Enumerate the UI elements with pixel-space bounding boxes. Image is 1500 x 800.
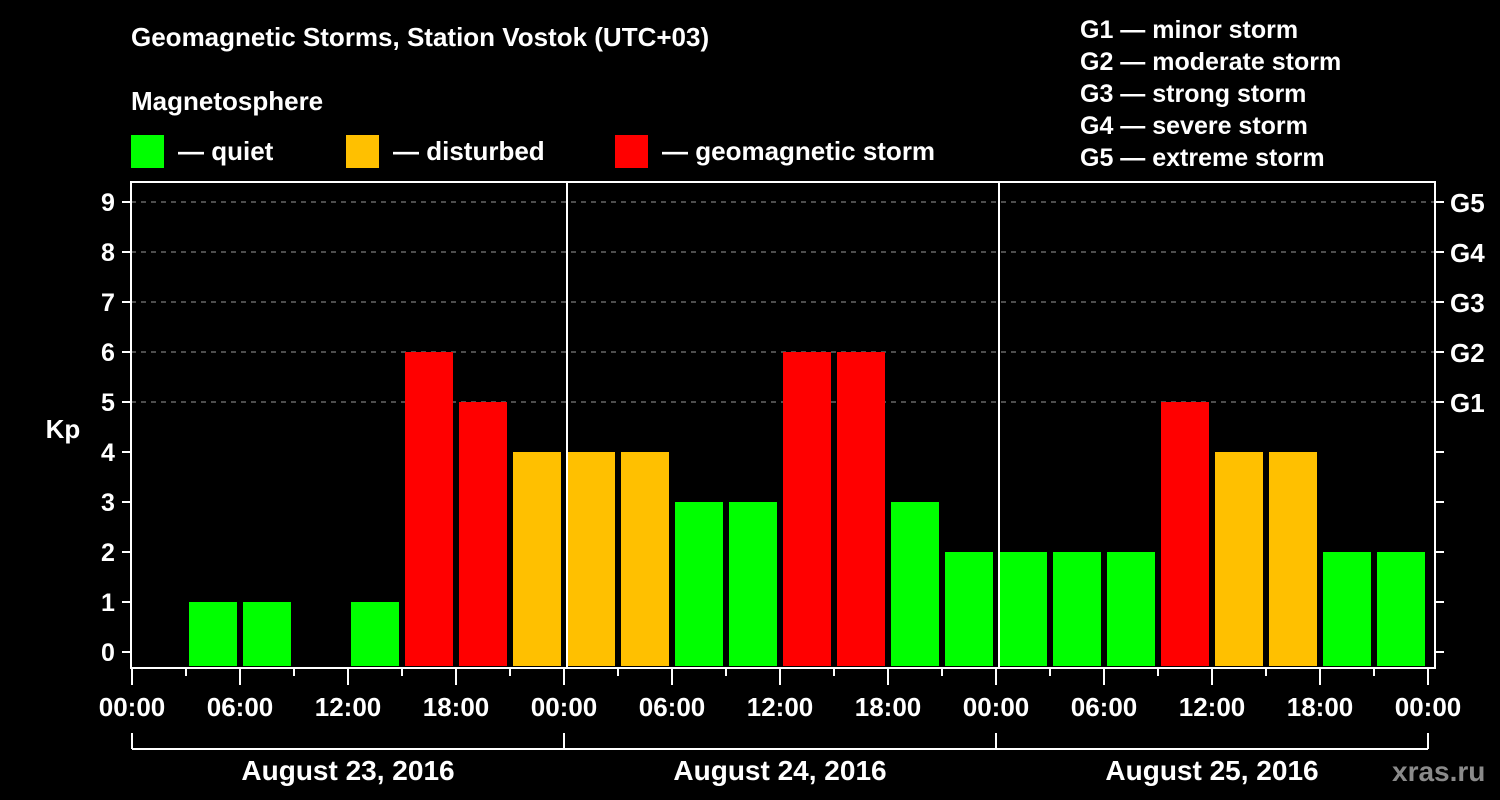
kp-bar — [999, 552, 1047, 666]
kp-bar — [351, 602, 399, 666]
y-tick-label: 1 — [101, 589, 115, 617]
kp-bar — [675, 502, 723, 666]
x-tick-label: 12:00 — [315, 692, 382, 722]
kp-bar — [405, 352, 453, 666]
x-tick-label: 18:00 — [1287, 692, 1354, 722]
kp-bar — [945, 552, 993, 666]
y-tick-label: 8 — [101, 239, 115, 267]
quiet-swatch — [131, 134, 164, 168]
x-tick-label: 00:00 — [1395, 692, 1462, 722]
g-scale-item: G3 — strong storm — [1080, 80, 1307, 108]
g-scale-item: G2 — moderate storm — [1080, 48, 1342, 76]
y-tick-label: 6 — [101, 339, 115, 367]
x-tick-label: 18:00 — [855, 692, 922, 722]
kp-bar — [1107, 552, 1155, 666]
kp-bar — [1053, 552, 1101, 666]
x-tick-label: 12:00 — [1179, 692, 1246, 722]
legend-label: — geomagnetic storm — [662, 135, 936, 166]
g-scale-label: G5 — [1450, 188, 1485, 218]
kp-bar — [567, 452, 615, 666]
y-axis: 0 1 2 3 4 5 6 7 8 9 — [101, 189, 131, 667]
legend-item-quiet: — quiet — [131, 134, 273, 168]
x-tick-label: 06:00 — [207, 692, 274, 722]
day-label: August 23, 2016 — [241, 755, 454, 786]
g-scale-label: G3 — [1450, 288, 1485, 318]
watermark: xras.ru — [1392, 756, 1486, 787]
kp-bar — [243, 602, 291, 666]
legend-item-storm: — geomagnetic storm — [615, 134, 935, 168]
kp-bar — [513, 452, 561, 666]
kp-bar — [1215, 452, 1263, 666]
legend-label: — disturbed — [393, 135, 545, 166]
x-tick-label: 12:00 — [747, 692, 814, 722]
x-tick-label: 06:00 — [1071, 692, 1138, 722]
x-axis: 00:00 06:00 12:00 18:00 00:00 06:00 12:00 18:00… — [99, 668, 1462, 786]
kp-bar — [1323, 552, 1371, 666]
legend-item-disturbed: — disturbed — [346, 134, 545, 168]
kp-bar — [459, 402, 507, 666]
x-tick-label: 18:00 — [423, 692, 490, 722]
kp-bar — [729, 502, 777, 666]
day-label: August 25, 2016 — [1105, 755, 1318, 786]
x-tick-label: 06:00 — [639, 692, 706, 722]
chart-title: Geomagnetic Storms, Station Vostok (UTC+… — [131, 22, 710, 52]
y-tick-label: 7 — [101, 289, 115, 317]
kp-bar — [1377, 552, 1425, 666]
kp-bars — [189, 352, 1425, 666]
legend-heading: Magnetosphere — [131, 86, 324, 116]
x-tick-label: 00:00 — [531, 692, 598, 722]
g-scale-label: G2 — [1450, 338, 1485, 368]
y-axis-label: Kp — [46, 414, 81, 444]
g-scale-label: G1 — [1450, 388, 1485, 418]
kp-bar — [189, 602, 237, 666]
storm-swatch — [615, 134, 648, 168]
y-tick-label: 5 — [101, 389, 115, 417]
legend-label: — quiet — [178, 135, 274, 166]
g-scale-legend: G1 — minor storm G2 — moderate storm G3 … — [1080, 14, 1341, 174]
y-tick-label: 4 — [101, 439, 115, 467]
kp-bar — [837, 352, 885, 666]
plot-frame — [130, 181, 1436, 669]
kp-bar — [1269, 452, 1317, 666]
x-tick-label: 00:00 — [99, 692, 166, 722]
g-scale-item: G5 — extreme storm — [1080, 144, 1325, 172]
y-tick-label: 2 — [101, 539, 115, 567]
y-tick-label: 9 — [101, 189, 115, 217]
disturbed-swatch — [346, 134, 379, 168]
x-tick-label: 00:00 — [963, 692, 1030, 722]
kp-bar — [891, 502, 939, 666]
y-tick-label: 3 — [101, 489, 115, 517]
g-scale-label: G4 — [1450, 238, 1485, 268]
g-scale-axis: G1 G2 G3 G4 G5 — [1435, 188, 1485, 653]
g-scale-item: G1 — minor storm — [1080, 16, 1299, 44]
y-tick-label: 0 — [101, 639, 115, 667]
kp-bar — [783, 352, 831, 666]
kp-bar — [621, 452, 669, 666]
g-scale-item: G4 — severe storm — [1080, 112, 1308, 140]
kp-bar — [1161, 402, 1209, 666]
day-label: August 24, 2016 — [673, 755, 886, 786]
